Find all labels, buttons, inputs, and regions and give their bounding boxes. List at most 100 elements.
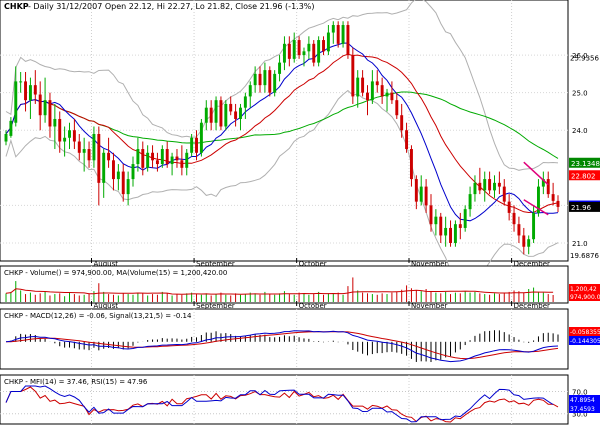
candle-body xyxy=(370,81,374,101)
volume-ma-path xyxy=(5,288,554,295)
volume-month-label: September xyxy=(196,302,235,310)
volume-month-label: August xyxy=(93,302,118,310)
candle-body xyxy=(395,100,399,116)
oscillator-tick-label: 70.0 xyxy=(572,389,588,397)
month-axis: August September October November December xyxy=(90,258,550,268)
candle-body xyxy=(405,130,409,150)
candle-body xyxy=(72,130,76,142)
candle-body xyxy=(527,239,531,247)
candle-body xyxy=(458,224,462,228)
price-axis: 26.025.024.022.021.025.935623.134822.802… xyxy=(569,52,600,260)
price-value-label: 19.6876 xyxy=(570,252,599,260)
candle-body xyxy=(473,182,477,195)
macd-month-lines xyxy=(90,309,513,369)
candle-body xyxy=(199,122,203,153)
candle-body xyxy=(385,92,389,97)
candle-body xyxy=(551,194,555,201)
candle-body xyxy=(87,149,91,161)
price-value-badge xyxy=(569,170,600,181)
candle-body xyxy=(24,81,28,101)
candle-body xyxy=(121,171,125,195)
month-label: December xyxy=(514,260,550,268)
candle-body xyxy=(253,73,257,86)
candle-body xyxy=(204,107,208,123)
candle-body xyxy=(522,235,526,247)
ma-long-line xyxy=(35,91,559,159)
candle-body xyxy=(160,149,164,165)
volume-value-label: 1,200,42 xyxy=(570,286,597,293)
trendlines xyxy=(523,161,549,216)
oscillator-value-label: 47.8954 xyxy=(570,397,595,404)
volume-panel: CHKP - Volume() = 974,900.00, MA(Volume(… xyxy=(0,265,600,310)
candle-body xyxy=(126,179,130,195)
candle-body xyxy=(243,96,247,108)
oscillator-panel-frame xyxy=(0,374,569,425)
candle-body xyxy=(366,92,369,101)
candle-body xyxy=(248,85,252,97)
candle-body xyxy=(453,224,457,243)
month-label: August xyxy=(93,260,118,268)
price-value-badge xyxy=(569,157,600,168)
mfi-line xyxy=(5,385,554,423)
candle-body xyxy=(326,32,330,52)
candle-body xyxy=(190,137,194,153)
oscillator-lines xyxy=(5,385,559,423)
macd-value-label: -0.058355 xyxy=(570,329,600,336)
oscillator-axis: 70.0 30.0 47.8954 37.4593 xyxy=(569,389,600,419)
candle-body xyxy=(14,81,18,123)
candle-body xyxy=(278,62,282,74)
candle-body xyxy=(141,149,145,168)
candle-body xyxy=(63,137,67,142)
volume-value-badge xyxy=(569,292,600,301)
candle-body xyxy=(170,156,174,165)
candle-body xyxy=(331,25,335,33)
candle-body xyxy=(493,182,496,191)
candle-body xyxy=(439,216,443,236)
candle-body xyxy=(507,201,511,213)
candle-body xyxy=(116,171,120,180)
ma-slow-line xyxy=(5,53,559,214)
candle-body xyxy=(268,70,272,93)
candle-body xyxy=(214,100,218,123)
candle-body xyxy=(336,25,340,44)
candle-body xyxy=(307,43,311,52)
candle-body xyxy=(239,107,242,119)
candle-body xyxy=(136,149,140,165)
oscillator-label: CHKP - MFI(14) = 37.46, RSI(15) = 47.96 xyxy=(4,378,148,386)
candle-body xyxy=(424,186,428,206)
volume-value-label: 974,900.0 xyxy=(570,294,600,301)
bollinger-upper-line xyxy=(5,0,559,171)
macd-value-badge xyxy=(569,327,600,336)
candle-body xyxy=(28,85,32,101)
price-value-badge xyxy=(569,201,600,212)
oscillator-value-badge xyxy=(569,404,600,413)
candle-body xyxy=(414,179,418,202)
candle-body xyxy=(102,152,106,183)
candle-body xyxy=(195,137,198,153)
candle-body xyxy=(346,25,350,56)
candle-body xyxy=(483,179,487,191)
candle-body xyxy=(38,94,42,116)
candle-body xyxy=(375,81,379,86)
trendline-upper xyxy=(523,161,549,186)
candle-body xyxy=(468,194,472,210)
price-value-label: 25.9356 xyxy=(570,55,599,63)
candle-body xyxy=(463,209,467,228)
candle-body xyxy=(155,160,159,165)
candle-body xyxy=(390,92,394,101)
candle-body xyxy=(146,152,150,168)
candle-body xyxy=(112,160,115,180)
candle-body xyxy=(502,186,506,202)
volume-month-label: November xyxy=(411,302,448,310)
price-tick-label: 24.0 xyxy=(572,127,588,135)
trendline-lower xyxy=(523,199,549,216)
macd-signal-line xyxy=(5,331,559,360)
candle-body xyxy=(77,141,81,153)
macd-lines xyxy=(5,330,559,363)
candle-body xyxy=(180,160,184,168)
candle-body xyxy=(317,40,321,63)
candle-body xyxy=(131,164,135,180)
candle-body xyxy=(48,100,52,127)
candle-body xyxy=(224,103,228,127)
